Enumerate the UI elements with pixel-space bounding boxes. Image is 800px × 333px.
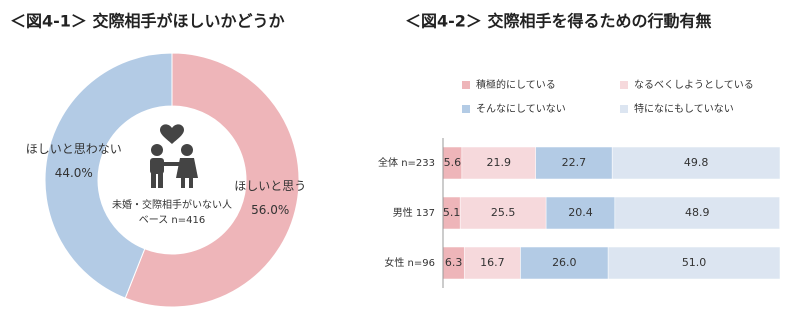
value-label: 6.3 xyxy=(445,256,463,269)
center-text: 未婚・交際相手がいない人 xyxy=(112,198,232,211)
value-label: 51.0 xyxy=(682,256,707,269)
value-label: 25.5 xyxy=(491,206,516,219)
value-label: 48.9 xyxy=(685,206,710,219)
chart-title: ＜図4-1＞ 交際相手がほしいかどうか xyxy=(10,12,284,31)
bar-segment xyxy=(607,246,781,280)
donut-chart: ほしいと思う 56.0% ほしいと思わない 44.0% xyxy=(26,52,306,308)
bar-segment xyxy=(614,196,780,230)
legend-label: 特になにもしていない xyxy=(634,103,734,115)
segment-label: ほしいと思う xyxy=(234,179,306,193)
bar-segment xyxy=(463,246,521,280)
legend-swatch xyxy=(620,105,628,113)
segment-label: ほしいと思わない xyxy=(26,142,122,156)
bar-segment xyxy=(545,196,616,230)
value-label: 21.9 xyxy=(487,156,512,169)
bar-segment xyxy=(535,146,613,180)
legend-label: なるべくしようとしている xyxy=(634,79,754,91)
legend-label: そんなにしていない xyxy=(476,103,566,115)
center-icon xyxy=(150,124,198,188)
value-label: 16.7 xyxy=(480,256,505,269)
center-text: ベース n=416 xyxy=(139,214,205,226)
value-label: 49.8 xyxy=(684,156,709,169)
bar-segment xyxy=(461,146,536,180)
value-label: 44.0% xyxy=(55,166,93,180)
legend-swatch xyxy=(462,105,470,113)
bar-segment xyxy=(459,196,547,230)
legend-label: 積極的にしている xyxy=(476,78,556,91)
chart-title: ＜図4-2＞ 交際相手を得るための行動有無 xyxy=(405,12,711,31)
value-label: 22.7 xyxy=(562,156,587,169)
value-label: 26.0 xyxy=(552,256,577,269)
y-tick-label: 全体 n=233 xyxy=(378,156,435,169)
donut-segment xyxy=(124,52,300,308)
y-tick-label: 女性 n=96 xyxy=(384,256,435,269)
donut-segment xyxy=(44,52,173,299)
value-label: 20.4 xyxy=(568,206,593,219)
y-tick-label: 男性 137 xyxy=(393,206,435,219)
legend-swatch xyxy=(462,81,470,89)
bar-segment xyxy=(520,246,609,280)
legend-swatch xyxy=(620,81,628,89)
value-label: 56.0% xyxy=(251,203,289,217)
bar-segment xyxy=(611,146,781,180)
value-label: 5.1 xyxy=(443,206,461,219)
value-label: 5.6 xyxy=(444,156,462,169)
